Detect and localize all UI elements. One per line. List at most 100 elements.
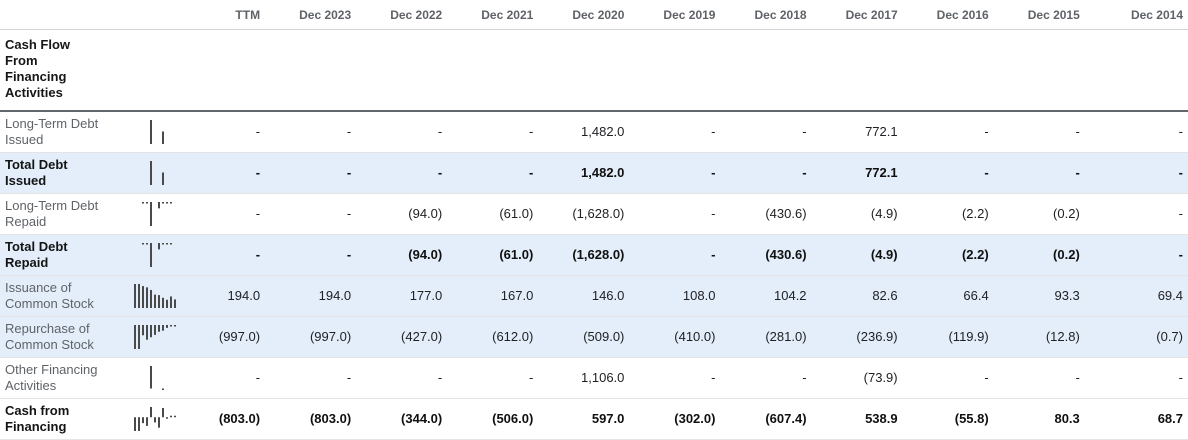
cell-value: (73.9) — [823, 357, 915, 399]
section-title: Cash Flow From Financing Activities — [5, 37, 71, 100]
cell-value: 167.0 — [459, 275, 551, 317]
column-header-dec-2018: Dec 2018 — [732, 0, 824, 30]
row-label: Repurchase of Common Stock — [0, 316, 128, 358]
cell-value: 772.1 — [823, 111, 915, 153]
row-label: Other Financing Activities — [0, 357, 128, 399]
cell-value: 69.4 — [1096, 275, 1188, 317]
cell-value: - — [277, 357, 369, 399]
cell-value: 82.6 — [823, 275, 915, 317]
row-sparkline-chart — [128, 234, 186, 276]
cell-value: (61.0) — [459, 193, 551, 235]
cell-value: (430.6) — [732, 193, 824, 235]
column-header-dec-2014: Dec 2014 — [1096, 0, 1188, 30]
cell-value: - — [459, 111, 551, 153]
row-sparkline-chart — [128, 152, 186, 194]
cell-value: (55.8) — [914, 398, 1006, 440]
column-header-dec-2021: Dec 2021 — [459, 0, 551, 30]
label-column-header — [0, 0, 128, 30]
cell-value: - — [732, 152, 824, 194]
cell-value: (302.0) — [641, 398, 733, 440]
cell-value: (427.0) — [368, 316, 460, 358]
cell-value: - — [459, 357, 551, 399]
cell-value: - — [277, 111, 369, 153]
column-header-dec-2023: Dec 2023 — [277, 0, 369, 30]
column-header-dec-2022: Dec 2022 — [368, 0, 460, 30]
row-sparkline-chart — [128, 275, 186, 317]
row-label-text: Long-Term Debt Issued — [5, 115, 99, 147]
cell-value: (506.0) — [459, 398, 551, 440]
cell-value: (612.0) — [459, 316, 551, 358]
cell-value: - — [1005, 152, 1097, 194]
cell-value: (0.2) — [1005, 193, 1097, 235]
cell-value: - — [1005, 357, 1097, 399]
sparkline-column-header — [128, 0, 186, 30]
cell-value: - — [277, 193, 369, 235]
cell-value: 772.1 — [823, 152, 915, 194]
cell-value: 146.0 — [550, 275, 642, 317]
section-header-cell: Cash Flow From Financing Activities — [0, 29, 1188, 112]
cell-value: - — [368, 357, 460, 399]
cell-value: - — [914, 357, 1006, 399]
cell-value: - — [186, 234, 278, 276]
cell-value: 1,482.0 — [550, 152, 642, 194]
cell-value: - — [186, 193, 278, 235]
cell-value: - — [641, 193, 733, 235]
cell-value: 66.4 — [914, 275, 1006, 317]
cell-value: (1,628.0) — [550, 193, 642, 235]
cell-value: 597.0 — [550, 398, 642, 440]
cell-value: (94.0) — [368, 193, 460, 235]
cell-value: - — [186, 357, 278, 399]
row-sparkline-chart — [128, 398, 186, 440]
cell-value: (803.0) — [277, 398, 369, 440]
cell-value: 177.0 — [368, 275, 460, 317]
cell-value: 538.9 — [823, 398, 915, 440]
table-row: Long-Term Debt Issued - - - -1,482.0- -772.1-… — [0, 111, 1188, 153]
cell-value: 1,482.0 — [550, 111, 642, 153]
row-sparkline-chart — [128, 111, 186, 153]
section-header-row: Cash Flow From Financing Activities — [0, 29, 1188, 112]
column-header-dec-2020: Dec 2020 — [550, 0, 642, 30]
cell-value: (0.7) — [1096, 316, 1188, 358]
cell-value: (1,628.0) — [550, 234, 642, 276]
cell-value: - — [732, 357, 824, 399]
column-header-dec-2016: Dec 2016 — [914, 0, 1006, 30]
row-sparkline-chart — [128, 193, 186, 235]
row-sparkline-chart — [128, 357, 186, 399]
table-row: Long-Term Debt Repaid - - (94.0) (61.0) (1,62… — [0, 193, 1188, 235]
row-label: Cash from Financing — [0, 398, 128, 440]
cell-value: - — [732, 111, 824, 153]
cell-value: (94.0) — [368, 234, 460, 276]
cell-value: (4.9) — [823, 193, 915, 235]
cell-value: (344.0) — [368, 398, 460, 440]
cell-value: 194.0 — [186, 275, 278, 317]
row-label: Long-Term Debt Issued — [0, 111, 128, 153]
cell-value: - — [1096, 111, 1188, 153]
column-header-ttm: TTM — [186, 0, 278, 30]
column-header-dec-2015: Dec 2015 — [1005, 0, 1097, 30]
row-label: Issuance of Common Stock — [0, 275, 128, 317]
cell-value: - — [186, 152, 278, 194]
cell-value: - — [641, 111, 733, 153]
table-row: Cash from Financing (803.0) (803.0) (344.0)… — [0, 398, 1188, 440]
cell-value: - — [641, 152, 733, 194]
cell-value: - — [641, 234, 733, 276]
row-label: Total Debt Issued — [0, 152, 128, 194]
table-row: Other Financing Activities - - - -1,106.0- -(… — [0, 357, 1188, 399]
cell-value: (607.4) — [732, 398, 824, 440]
cell-value: (997.0) — [277, 316, 369, 358]
row-label: Total Debt Repaid — [0, 234, 128, 276]
row-label-text: Long-Term Debt Repaid — [5, 197, 99, 229]
cell-value: - — [914, 152, 1006, 194]
cell-value: 80.3 — [1005, 398, 1097, 440]
row-sparkline-chart — [128, 316, 186, 358]
table-row: Issuance of Common Stock 194.0 194.0 177.0 1… — [0, 275, 1188, 317]
cell-value: - — [186, 111, 278, 153]
cell-value: - — [914, 111, 1006, 153]
cell-value: - — [368, 152, 460, 194]
row-label-text: Cash from Financing — [5, 402, 70, 434]
row-label-text: Total Debt Issued — [5, 156, 68, 188]
table-row: Total Debt Issued - - - -1,482.0- -772.1- - - — [0, 152, 1188, 194]
cell-value: - — [368, 111, 460, 153]
cell-value: - — [459, 152, 551, 194]
cell-value: 194.0 — [277, 275, 369, 317]
